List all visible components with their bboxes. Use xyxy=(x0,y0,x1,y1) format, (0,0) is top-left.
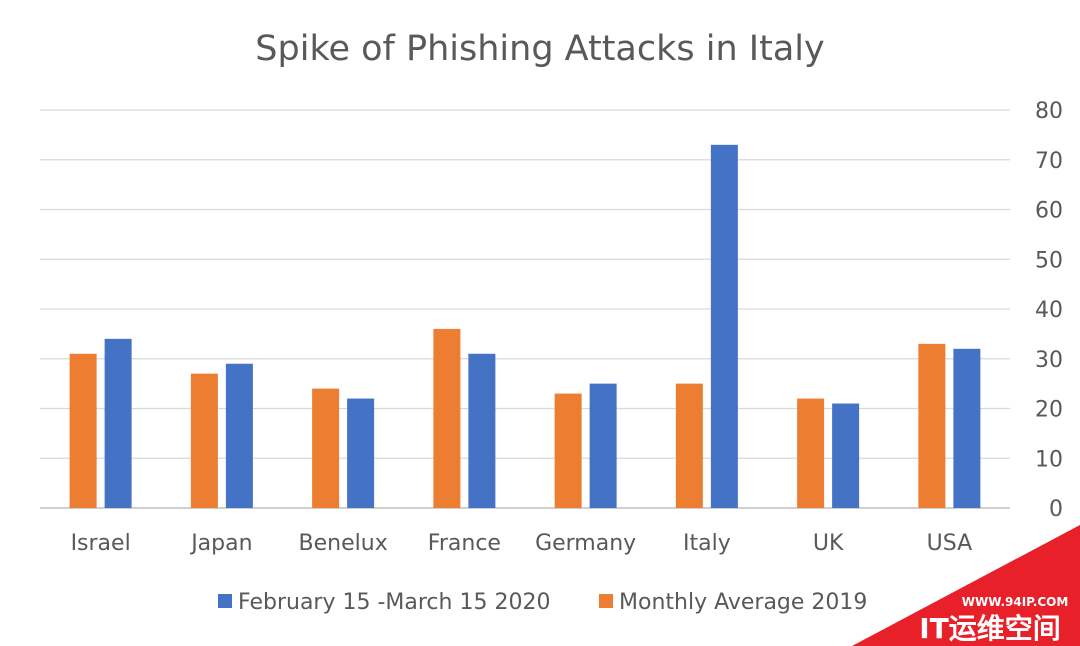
bar-france-monthly-average-2019 xyxy=(433,328,461,508)
bar-uk-monthly-average-2019 xyxy=(797,398,825,508)
bar-germany-monthly-average-2019 xyxy=(554,393,582,508)
x-tick-label: Israel xyxy=(71,531,131,556)
watermark-triangle xyxy=(852,525,1080,646)
y-tick-label: 80 xyxy=(1035,99,1063,124)
y-tick-label: 30 xyxy=(1035,348,1063,373)
bar-germany-feb-mar-2020 xyxy=(589,383,617,508)
bar-japan-monthly-average-2019 xyxy=(190,373,218,508)
y-tick-label: 20 xyxy=(1035,398,1063,423)
bar-benelux-feb-mar-2020 xyxy=(347,398,375,508)
legend-swatch-monthly-average-2019 xyxy=(599,594,613,608)
bar-israel-monthly-average-2019 xyxy=(69,353,97,508)
x-axis-ticks: Israel Japan Benelux France Germany Italy UK US… xyxy=(71,531,973,556)
watermark-logo: WWW.94IP.COM IT运维空间 xyxy=(852,525,1080,646)
y-tick-label: 0 xyxy=(1049,497,1063,522)
y-tick-label: 50 xyxy=(1035,248,1063,273)
y-tick-label: 60 xyxy=(1035,199,1063,224)
gridlines xyxy=(40,109,1010,509)
y-tick-label: 40 xyxy=(1035,298,1063,323)
x-tick-label: Germany xyxy=(535,531,636,556)
y-axis-ticks: 0 10 20 30 40 50 60 70 80 xyxy=(1035,99,1063,522)
y-tick-label: 10 xyxy=(1035,447,1063,472)
bar-japan-feb-mar-2020 xyxy=(225,363,253,508)
chart-title: Spike of Phishing Attacks in Italy xyxy=(255,29,824,69)
bar-uk-feb-mar-2020 xyxy=(832,403,860,508)
watermark-url: WWW.94IP.COM xyxy=(962,595,1069,609)
bar-italy-feb-mar-2020 xyxy=(710,144,738,508)
x-tick-label: Italy xyxy=(683,531,731,556)
x-tick-label: Japan xyxy=(189,531,252,556)
x-tick-label: USA xyxy=(927,531,973,556)
y-tick-label: 70 xyxy=(1035,149,1063,174)
bar-france-feb-mar-2020 xyxy=(468,353,496,508)
x-tick-label: UK xyxy=(813,531,844,556)
x-tick-label: Benelux xyxy=(299,531,388,556)
bars xyxy=(69,144,981,508)
legend-swatch-feb-mar-2020 xyxy=(218,594,232,608)
bar-israel-feb-mar-2020 xyxy=(104,338,132,508)
x-tick-label: France xyxy=(428,531,501,556)
bar-benelux-monthly-average-2019 xyxy=(312,388,340,508)
bar-italy-monthly-average-2019 xyxy=(675,383,703,508)
legend: February 15 -March 15 2020 Monthly Avera… xyxy=(218,590,867,615)
legend-label-monthly-average-2019: Monthly Average 2019 xyxy=(619,590,867,615)
bar-usa-monthly-average-2019 xyxy=(918,343,946,508)
bar-usa-feb-mar-2020 xyxy=(953,348,981,508)
watermark-brand: IT运维空间 xyxy=(919,612,1061,645)
legend-label-feb-mar-2020: February 15 -March 15 2020 xyxy=(238,590,550,615)
